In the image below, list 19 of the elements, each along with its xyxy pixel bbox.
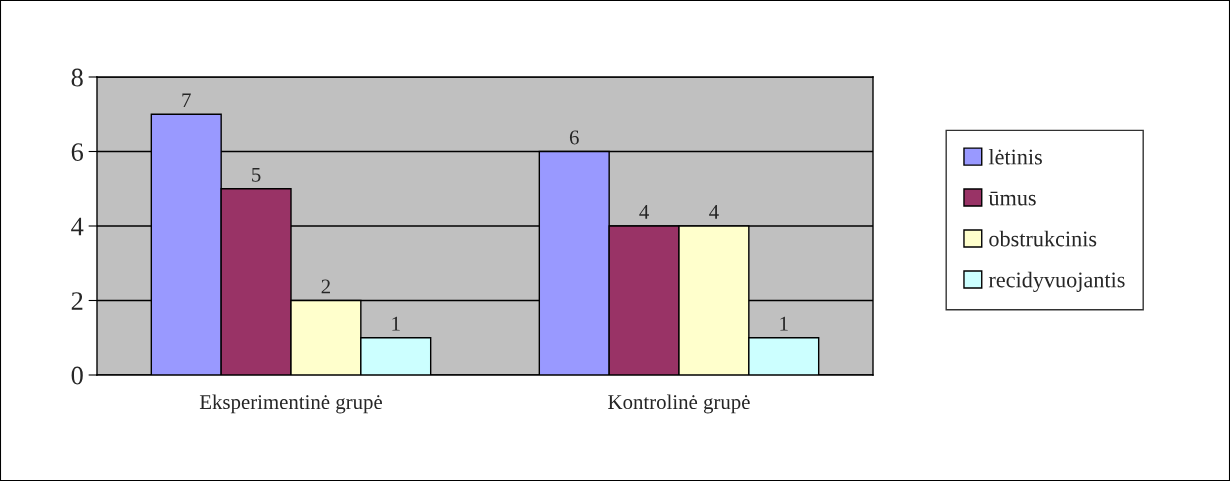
- data-label: 1: [780, 316, 788, 331]
- y-tick-label: 6: [71, 143, 84, 161]
- x-tick-label: Kontrolinė grupė: [608, 394, 750, 414]
- legend-label: ūmus: [988, 191, 1036, 206]
- y-tick-label: 4: [71, 217, 84, 236]
- data-label: 1: [392, 316, 400, 331]
- data-label: 4: [639, 205, 649, 219]
- x-tick-label: Eksperimentinė grupė: [199, 394, 382, 414]
- y-tick-label: 8: [71, 68, 83, 87]
- data-label: 6: [569, 130, 579, 145]
- y-tick-label: 0: [71, 366, 83, 385]
- legend-label: lėtinis: [988, 148, 1042, 165]
- data-label: 4: [709, 205, 719, 219]
- data-label: 5: [252, 167, 261, 182]
- data-label: 7: [182, 93, 191, 108]
- y-tick-label: 2: [71, 292, 83, 310]
- legend-label: obstrukcinis: [989, 230, 1097, 247]
- data-label: 2: [321, 279, 330, 294]
- legend-label: recidyvuojantis: [988, 271, 1125, 292]
